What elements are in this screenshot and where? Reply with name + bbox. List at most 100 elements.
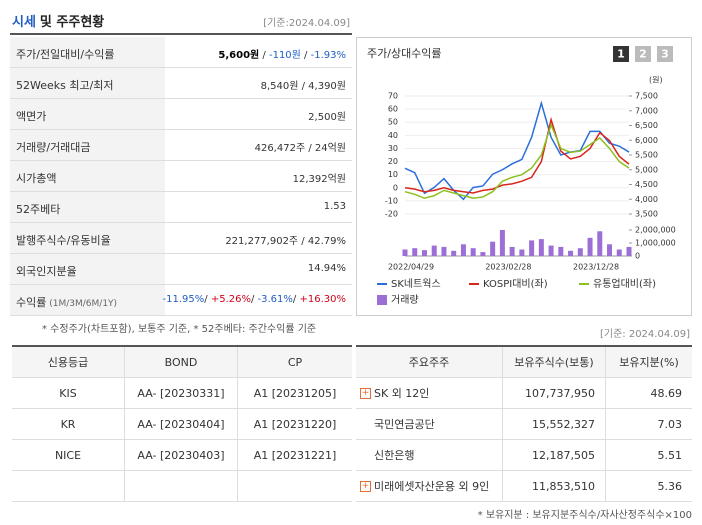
value-part: +16.30% bbox=[299, 294, 346, 305]
row-line bbox=[165, 67, 352, 68]
y3-tick-label: 2,000,000 bbox=[635, 226, 676, 235]
body-cell: KR bbox=[12, 409, 124, 440]
value-part: / bbox=[259, 50, 269, 61]
header-rule bbox=[10, 33, 352, 35]
series-line bbox=[404, 122, 630, 200]
x-tick-label: 2023/12/28 bbox=[573, 263, 619, 272]
row-label: 주가/전일대비/수익률 bbox=[16, 46, 115, 62]
row-bg-label bbox=[10, 285, 165, 316]
header-title: 시세 bbox=[12, 15, 36, 30]
volume-bar bbox=[597, 231, 603, 256]
value-part: 8,540원 / 4,390원 bbox=[260, 81, 346, 92]
cell-text: A1 [20231205] bbox=[253, 386, 337, 400]
cell-text: BOND bbox=[164, 355, 198, 369]
row-label-text: 시가총액 bbox=[16, 172, 57, 185]
volume-bar bbox=[529, 240, 535, 256]
y-tick-label: 0 bbox=[393, 183, 398, 192]
y-tick-label: -20 bbox=[385, 210, 398, 219]
legend-label: 유통업대비(좌) bbox=[593, 277, 656, 290]
row-value: 426,472주 / 24억원 bbox=[255, 139, 346, 154]
row-label: 거래량/거래대금 bbox=[16, 139, 91, 155]
series-line bbox=[404, 116, 630, 194]
volume-bar bbox=[568, 250, 574, 256]
row-value: 14.94% bbox=[308, 263, 346, 274]
legend-label: 거래량 bbox=[391, 294, 419, 306]
chart-tab-label[interactable]: 2 bbox=[639, 48, 647, 61]
volume-bar bbox=[470, 248, 476, 256]
volume-bar bbox=[421, 250, 427, 256]
volume-bar bbox=[402, 249, 408, 256]
body-cell bbox=[237, 471, 352, 502]
table-top-rule bbox=[12, 345, 352, 347]
holders-note: * 보유지분 : 보유지분주식수/자사산정주식수×100 bbox=[477, 510, 692, 521]
value-part: / bbox=[292, 294, 300, 305]
volume-bar bbox=[451, 250, 457, 256]
value-part: / bbox=[300, 50, 311, 61]
cell-text: AA- [20230331] bbox=[137, 386, 225, 400]
row-value: 5,600원 / -110원 / -1.93% bbox=[218, 46, 346, 61]
volume-bar bbox=[607, 244, 613, 256]
chart-tab[interactable] bbox=[657, 46, 673, 62]
chart-tab[interactable] bbox=[635, 46, 651, 62]
value-part: -3.61% bbox=[257, 294, 293, 305]
row-value: -11.95%/ +5.26%/ -3.61%/ +16.30% bbox=[163, 294, 347, 305]
cell-text: 12,187,505 bbox=[532, 448, 595, 462]
volume-bar bbox=[460, 244, 466, 256]
body-cell: 국민연금공단 bbox=[356, 409, 502, 440]
cell-text: SK 외 12인 bbox=[374, 387, 430, 400]
expand-icon[interactable]: + bbox=[360, 387, 371, 399]
body-cell: 미래에셋자산운용 외 9인 + bbox=[356, 471, 502, 502]
body-cell: SK 외 12인 + bbox=[356, 378, 502, 409]
chart-tab-label[interactable]: 3 bbox=[661, 48, 669, 61]
row-label: 외국인지분율 bbox=[16, 263, 77, 279]
chart-title: 주가/상대수익률 bbox=[367, 47, 442, 60]
body-cell: 48.69 bbox=[605, 378, 692, 409]
chart-tab[interactable] bbox=[613, 46, 629, 62]
cell-text: AA- [20230404] bbox=[137, 417, 225, 431]
volume-bar bbox=[616, 249, 622, 256]
body-cell: AA- [20230331] bbox=[124, 378, 237, 409]
row-bg-label bbox=[10, 99, 165, 130]
cell-text: 11,853,510 bbox=[532, 479, 595, 493]
value-part: 1.53 bbox=[323, 201, 346, 212]
cell-text: 5.51 bbox=[657, 448, 683, 462]
expand-icon[interactable]: + bbox=[360, 480, 371, 492]
cell-text: 신한은행 bbox=[374, 449, 415, 462]
body-cell: 7.03 bbox=[605, 409, 692, 440]
volume-bar bbox=[548, 245, 554, 256]
cell-text: 48.69 bbox=[650, 386, 683, 400]
value-part: 2,500원 bbox=[308, 112, 346, 123]
cell-text: 국민연금공단 bbox=[374, 418, 435, 431]
header-cell: 신용등급 bbox=[12, 347, 124, 378]
legend-label: KOSPI대비(좌) bbox=[483, 278, 548, 290]
y2-tick-label: 5,500 bbox=[635, 151, 658, 160]
row-bg-label bbox=[10, 68, 165, 99]
row-label-text: 52Weeks 최고/최저 bbox=[16, 79, 114, 92]
y-tick-label: -10 bbox=[385, 196, 398, 205]
row-line bbox=[165, 284, 352, 285]
body-cell: 신한은행 bbox=[356, 440, 502, 471]
y2-tick-label: 7,000 bbox=[635, 106, 658, 115]
cell-text: CP bbox=[287, 355, 303, 369]
y2-tick-label: 3,500 bbox=[635, 210, 658, 219]
body-cell: A1 [20231221] bbox=[237, 440, 352, 471]
row-label-text: 액면가 bbox=[16, 110, 47, 123]
y2-unit: (원) bbox=[649, 76, 663, 85]
row-bg-label bbox=[10, 161, 165, 192]
row-label: 52Weeks 최고/최저 bbox=[16, 77, 114, 93]
y3-tick-label: 0 bbox=[635, 252, 640, 261]
chart-tab-label[interactable]: 1 bbox=[617, 48, 625, 61]
series-line bbox=[404, 100, 630, 201]
volume-bar bbox=[509, 246, 515, 256]
row-line bbox=[165, 129, 352, 130]
y-tick-label: 60 bbox=[388, 105, 398, 114]
cell-text: 보유지분(%) bbox=[619, 356, 679, 369]
row-line bbox=[165, 222, 352, 223]
header-cell: 주요주주 bbox=[356, 347, 502, 378]
row-line bbox=[165, 315, 352, 316]
row-value: 221,277,902주 / 42.79% bbox=[225, 232, 346, 247]
body-cell: 107,737,950 bbox=[502, 378, 605, 409]
body-cell: AA- [20230404] bbox=[124, 409, 237, 440]
y-tick-label: 20 bbox=[388, 157, 398, 166]
header-title-suffix: 및 주주현황 bbox=[39, 15, 105, 30]
